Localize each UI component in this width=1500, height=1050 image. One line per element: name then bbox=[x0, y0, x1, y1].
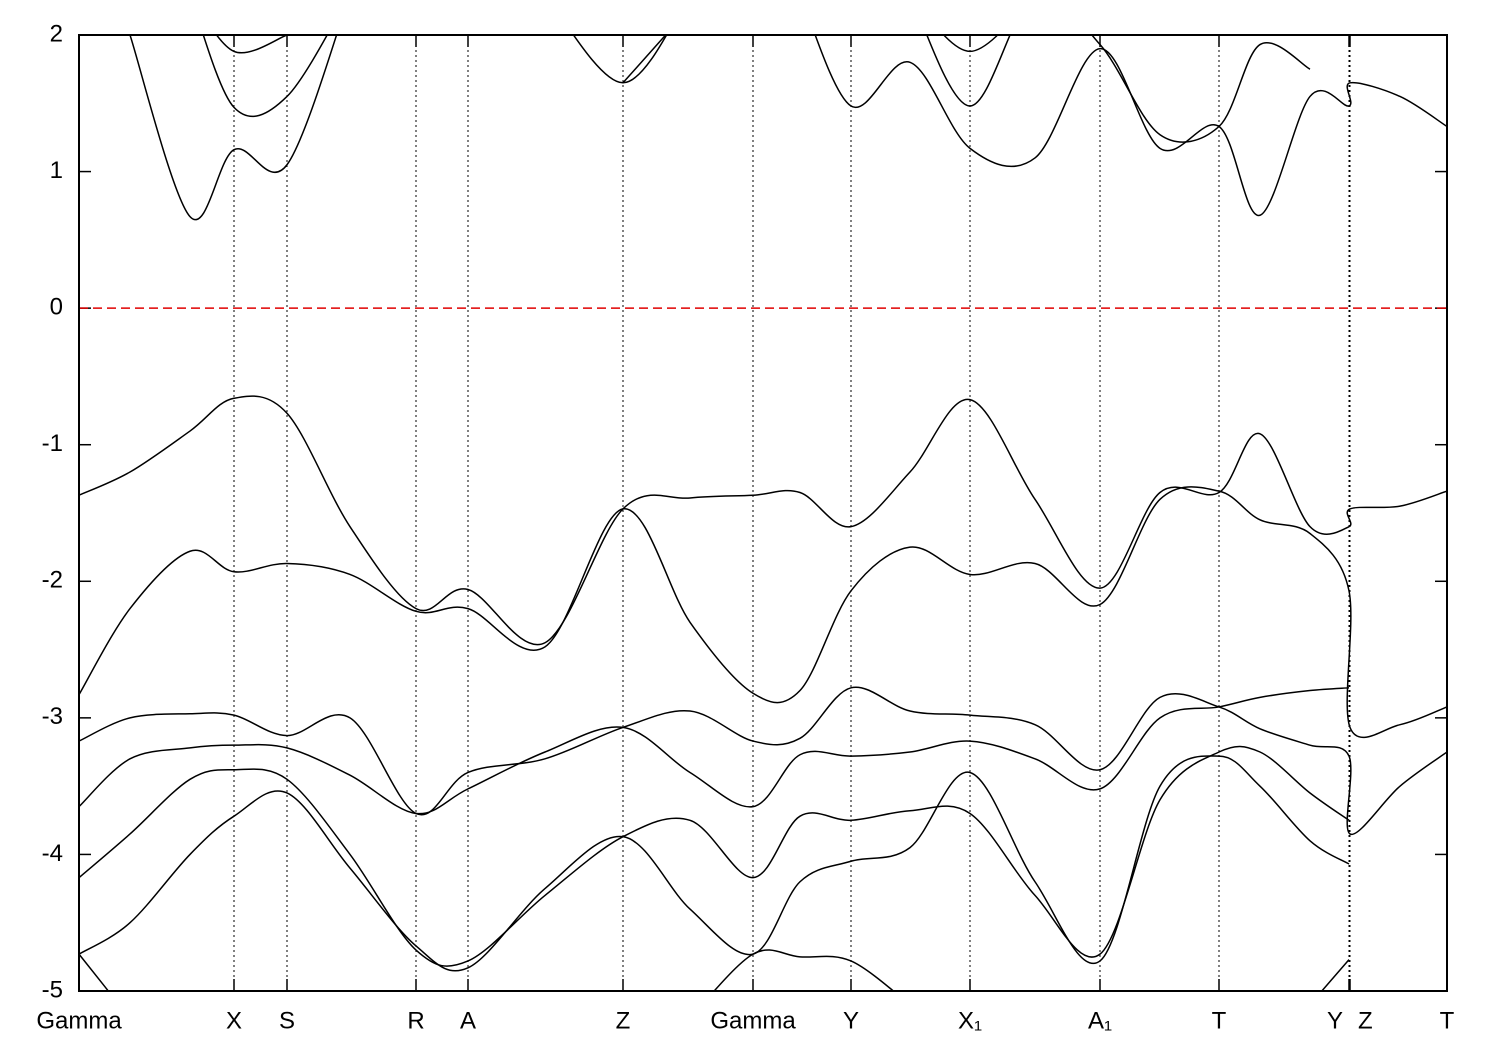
y-tick-label: -2 bbox=[42, 567, 63, 594]
y-tick-label: -4 bbox=[42, 840, 63, 867]
y-tick-label: -3 bbox=[42, 703, 63, 730]
band-line bbox=[79, 687, 1350, 815]
x-tick-label: Y bbox=[1327, 1007, 1343, 1034]
y-tick-label: -1 bbox=[42, 430, 63, 457]
band-line bbox=[129, 35, 1447, 221]
band-line bbox=[202, 35, 1311, 143]
plot-area bbox=[79, 35, 1447, 991]
band-line bbox=[215, 35, 999, 54]
x-tick-label: R bbox=[407, 1007, 424, 1034]
x-tick-label: A₁ bbox=[1088, 1007, 1112, 1034]
x-tick-label: Gamma bbox=[36, 1007, 122, 1034]
band-line bbox=[79, 949, 1350, 991]
band-line bbox=[79, 395, 1447, 646]
y-tick-label: 0 bbox=[50, 293, 63, 320]
x-tick-label: A bbox=[460, 1007, 476, 1034]
x-tick-label: T bbox=[1440, 1007, 1455, 1034]
x-tick-label: Z bbox=[1358, 1007, 1373, 1034]
band-line bbox=[79, 745, 1350, 967]
band-line bbox=[79, 686, 1447, 835]
x-tick-label: Gamma bbox=[710, 1007, 796, 1034]
x-tick-label: Y bbox=[843, 1007, 859, 1034]
band-line bbox=[79, 486, 1447, 739]
x-tick-label: S bbox=[279, 1007, 295, 1034]
y-tick-label: -5 bbox=[42, 976, 63, 1003]
x-tick-label: X bbox=[226, 1007, 242, 1034]
x-tick-label: X₁ bbox=[958, 1007, 982, 1034]
y-tick-label: 2 bbox=[50, 20, 63, 47]
x-tick-label: T bbox=[1212, 1007, 1227, 1034]
y-tick-label: 1 bbox=[50, 157, 63, 184]
plot-frame bbox=[78, 34, 1448, 992]
x-tick-label: Z bbox=[616, 1007, 631, 1034]
